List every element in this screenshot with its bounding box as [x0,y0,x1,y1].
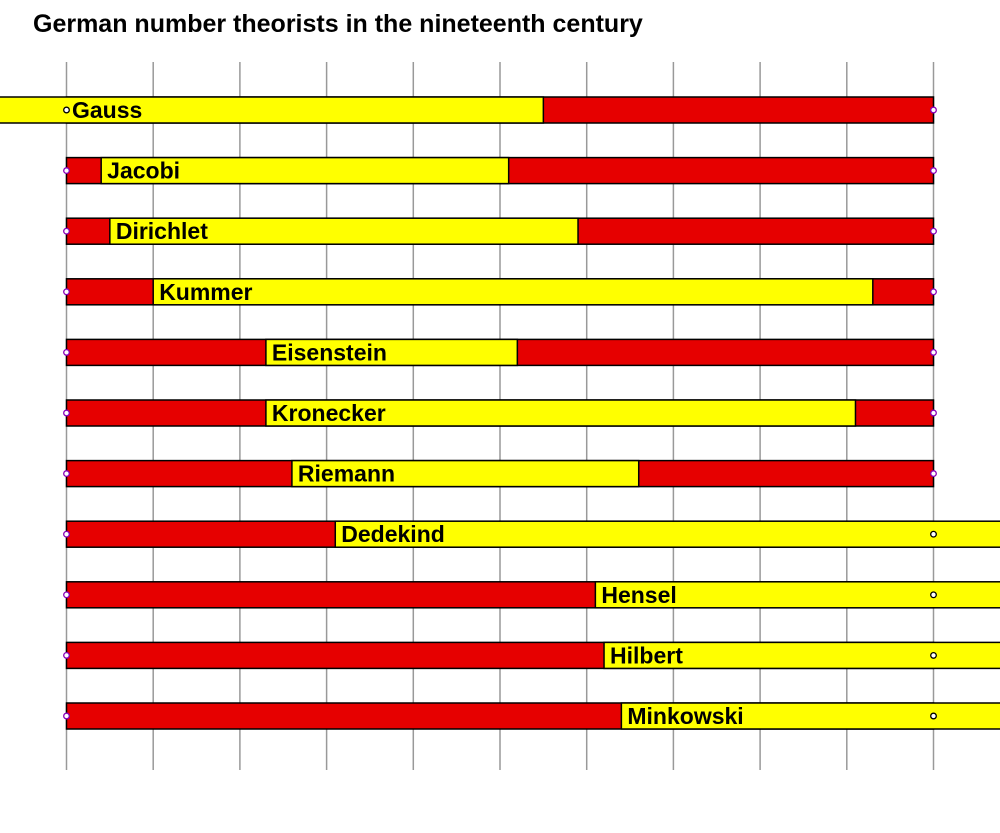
end-marker [930,348,937,356]
end-marker [930,651,937,659]
lifespan-segment [291,459,640,488]
end-marker [930,288,937,296]
end-marker [930,470,937,478]
start-marker [63,167,70,175]
bar-label: Gauss [72,97,142,123]
bar-label: Eisenstein [272,339,387,365]
lifespan-segment [0,96,545,124]
start-marker [63,591,70,599]
lifespan-bar: Jacobi [63,156,937,185]
bar-label: Kummer [159,279,252,305]
start-marker [63,712,70,720]
start-marker [63,106,70,114]
start-marker [63,227,70,235]
end-marker [930,591,937,599]
lifespan-segment [265,399,857,427]
start-marker [63,530,70,538]
lifespan-bar: Riemann [63,459,937,488]
bar-label: Riemann [298,461,395,487]
start-marker [63,470,70,478]
end-marker [930,530,937,538]
end-marker [930,227,937,235]
lifespan-bar: Hilbert [63,641,1000,670]
end-marker [930,106,937,114]
start-marker [63,348,70,356]
lifespan-segment [109,217,579,245]
lifespan-bar: Dirichlet [63,217,937,245]
start-marker [63,288,70,296]
chart-title: German number theorists in the nineteent… [33,10,643,38]
lifespan-segment [265,338,519,367]
bar-label: Minkowski [627,703,743,729]
lifespan-segment [334,520,1000,548]
bar-label: Hilbert [610,642,683,668]
end-marker [930,712,937,720]
end-marker [930,167,937,175]
lifespan-bar: Kummer [63,278,937,306]
start-marker [63,409,70,417]
lifespan-bars: Gauss Jacobi Dirichlet Kummer Eisenstein Kron… [0,96,1000,730]
lifespan-segment [100,156,510,185]
bar-label: Kronecker [272,400,386,426]
lifespan-segment [152,278,874,306]
bar-label: Dedekind [341,521,445,547]
lifespan-bar: Dedekind [63,520,1000,548]
lifespan-bar: Gauss [0,96,937,124]
lifespan-bar: Eisenstein [63,338,937,367]
end-marker [930,409,937,417]
lifespan-bar: Hensel [63,581,1000,609]
bar-label: Jacobi [107,158,180,184]
lifespan-bar: Kronecker [63,399,937,427]
bar-label: Dirichlet [116,218,208,244]
lifespan-bar: Minkowski [63,702,1000,730]
bar-label: Hensel [601,582,676,608]
start-marker [63,651,70,659]
